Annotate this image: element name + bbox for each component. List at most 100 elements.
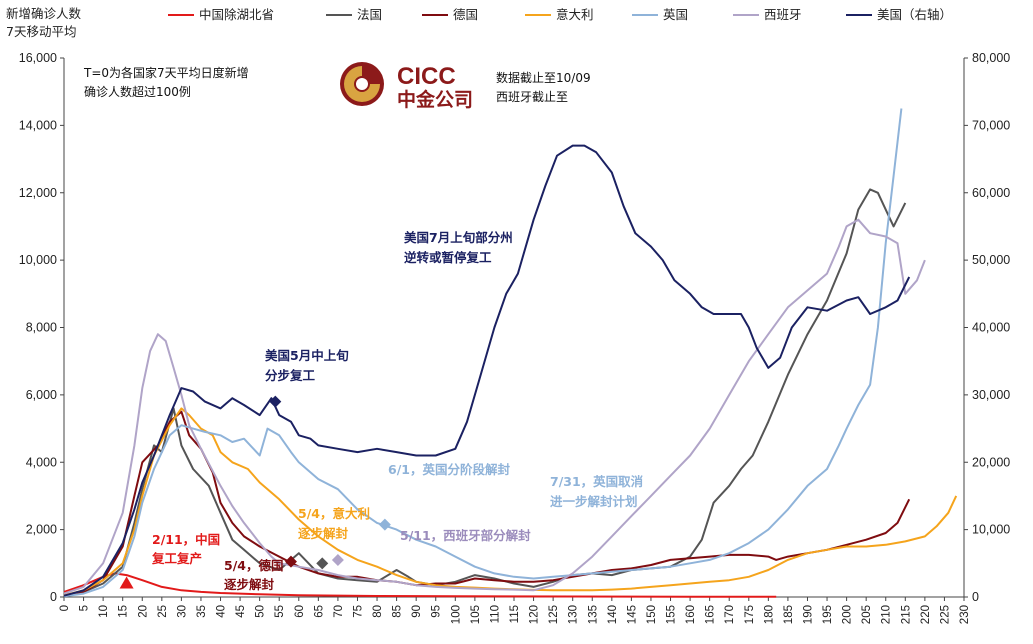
- annotation-china-l1: 2/11，中国: [152, 532, 220, 547]
- right-tick-label: 30,000: [972, 388, 1010, 402]
- series-lines: [63, 108, 958, 598]
- series-line-5: [63, 218, 926, 595]
- right-tick-label: 20,000: [972, 455, 1010, 469]
- right-tick-label: 60,000: [972, 186, 1010, 200]
- annotation-italy-l1: 5/4，意大利: [298, 506, 370, 521]
- y-axis-title-line2: 7天移动平均: [6, 24, 76, 39]
- source-line1: 数据截止至10/09: [496, 70, 591, 85]
- left-tick-label: 10,000: [19, 253, 57, 267]
- x-tick-label: 25: [157, 605, 169, 618]
- legend-label-2: 德国: [453, 7, 478, 22]
- legend-label-5: 西班牙: [764, 7, 802, 22]
- x-tick-label: 165: [705, 605, 717, 624]
- diamond-marker-5: [378, 518, 391, 531]
- x-tick-label: 230: [959, 605, 971, 624]
- legend-label-0: 中国除湖北省: [199, 7, 274, 22]
- series-line-3: [63, 407, 958, 597]
- legend-label-4: 英国: [663, 7, 688, 22]
- annotation-germany-l1: 5/4，德国: [224, 558, 283, 573]
- x-tick-label: 170: [724, 605, 736, 624]
- x-tick-label: 45: [235, 605, 247, 618]
- x-tick-label: 75: [352, 605, 364, 618]
- x-tick-label: 15: [118, 605, 130, 618]
- x-tick-label: 70: [333, 605, 345, 618]
- x-tick-label: 180: [763, 605, 775, 624]
- right-tick-label: 80,000: [972, 51, 1010, 65]
- x-tick-label: 195: [822, 605, 834, 624]
- x-tick-label: 5: [79, 605, 91, 611]
- x-tick-label: 85: [392, 605, 404, 618]
- left-tick-labels: 0 2,000 4,000 6,000 8,000 10,000 12,000 14,000 1…: [19, 51, 64, 604]
- x-tick-label: 50: [255, 605, 267, 618]
- x-tick-label: 105: [470, 605, 482, 624]
- x-tick-label: 20: [137, 605, 149, 618]
- diamond-marker-1: [269, 395, 282, 408]
- x-tick-label: 225: [939, 605, 951, 624]
- x-tick-label: 40: [216, 605, 228, 618]
- right-tick-label: 70,000: [972, 118, 1010, 132]
- annotation-germany-l2: 逐步解封: [224, 577, 275, 592]
- x-tick-label: 205: [861, 605, 873, 624]
- annotation-italy-l2: 逐步解封: [298, 526, 349, 541]
- event-markers: [119, 395, 391, 589]
- left-tick-label: 14,000: [19, 118, 57, 132]
- x-tick-label: 155: [666, 605, 678, 624]
- annotation-uk-july-l1: 7/31，英国取消: [550, 474, 644, 489]
- logo-center: [356, 78, 368, 90]
- right-tick-label: 40,000: [972, 321, 1010, 335]
- right-tick-labels: 0 10,000 20,000 30,000 40,000 50,000 60,000 70,…: [964, 51, 1010, 604]
- cicc-logo: CICC 中金公司: [340, 62, 473, 111]
- x-tick-label: 60: [294, 605, 306, 618]
- legend-label-6: 美国（右轴）: [877, 7, 952, 22]
- right-tick-label: 10,000: [972, 523, 1010, 537]
- legend-label-1: 法国: [357, 7, 382, 22]
- x-tick-label: 0: [59, 605, 71, 611]
- annotation-us-may-l1: 美国5月中上旬: [265, 348, 349, 363]
- x-tick-label: 160: [685, 605, 697, 624]
- x-tick-label: 35: [196, 605, 208, 618]
- right-tick-label: 50,000: [972, 253, 1010, 267]
- logo-text-cn: 中金公司: [397, 88, 473, 111]
- x-tick-labels: 0 5 10 15 20 25 30 35 40 45 50 55 60 65 70 75 80 85 90 95 10…: [59, 597, 971, 624]
- x-tick-label: 95: [431, 605, 443, 618]
- left-tick-label: 4,000: [26, 455, 57, 469]
- x-tick-label: 100: [450, 605, 462, 624]
- series-line-6: [63, 144, 911, 597]
- x-tick-label: 110: [489, 605, 501, 623]
- x-tick-label: 140: [607, 605, 619, 624]
- x-tick-label: 175: [744, 605, 756, 624]
- x-tick-label: 190: [802, 605, 814, 624]
- x-tick-label: 215: [900, 605, 912, 624]
- annotation-uk-june: 6/1，英国分阶段解封: [388, 462, 510, 477]
- diamond-marker-2: [284, 555, 297, 568]
- x-tick-label: 65: [313, 605, 325, 618]
- left-tick-label: 12,000: [19, 186, 57, 200]
- right-tick-label: 0: [972, 590, 979, 604]
- logo-swirl: [344, 66, 380, 102]
- x-tick-label: 135: [587, 605, 599, 624]
- left-tick-label: 0: [50, 590, 57, 604]
- note-line1: T=0为各国家7天平均日度新增: [83, 65, 249, 80]
- x-tick-label: 130: [568, 605, 580, 624]
- source-line2: 西班牙截止至: [496, 90, 568, 104]
- annotation-spain: 5/11，西班牙部分解封: [400, 528, 531, 543]
- x-tick-label: 115: [509, 605, 521, 623]
- x-tick-label: 10: [98, 605, 110, 618]
- logo-text-en: CICC: [397, 63, 456, 90]
- x-tick-label: 150: [646, 605, 658, 624]
- x-tick-label: 90: [411, 605, 423, 618]
- x-tick-label: 145: [626, 605, 638, 624]
- series-line-1: [63, 188, 907, 597]
- x-tick-label: 80: [372, 605, 384, 618]
- x-tick-label: 220: [920, 605, 932, 624]
- axes: [63, 58, 965, 598]
- x-tick-label: 120: [529, 605, 541, 624]
- diamond-marker-3: [316, 557, 329, 570]
- x-tick-label: 185: [783, 605, 795, 624]
- triangle-marker-0: [119, 576, 134, 589]
- annotation-china-l2: 复工复产: [151, 551, 202, 566]
- series-line-4: [63, 108, 903, 598]
- x-tick-label: 125: [548, 605, 560, 624]
- left-tick-label: 8,000: [26, 321, 57, 335]
